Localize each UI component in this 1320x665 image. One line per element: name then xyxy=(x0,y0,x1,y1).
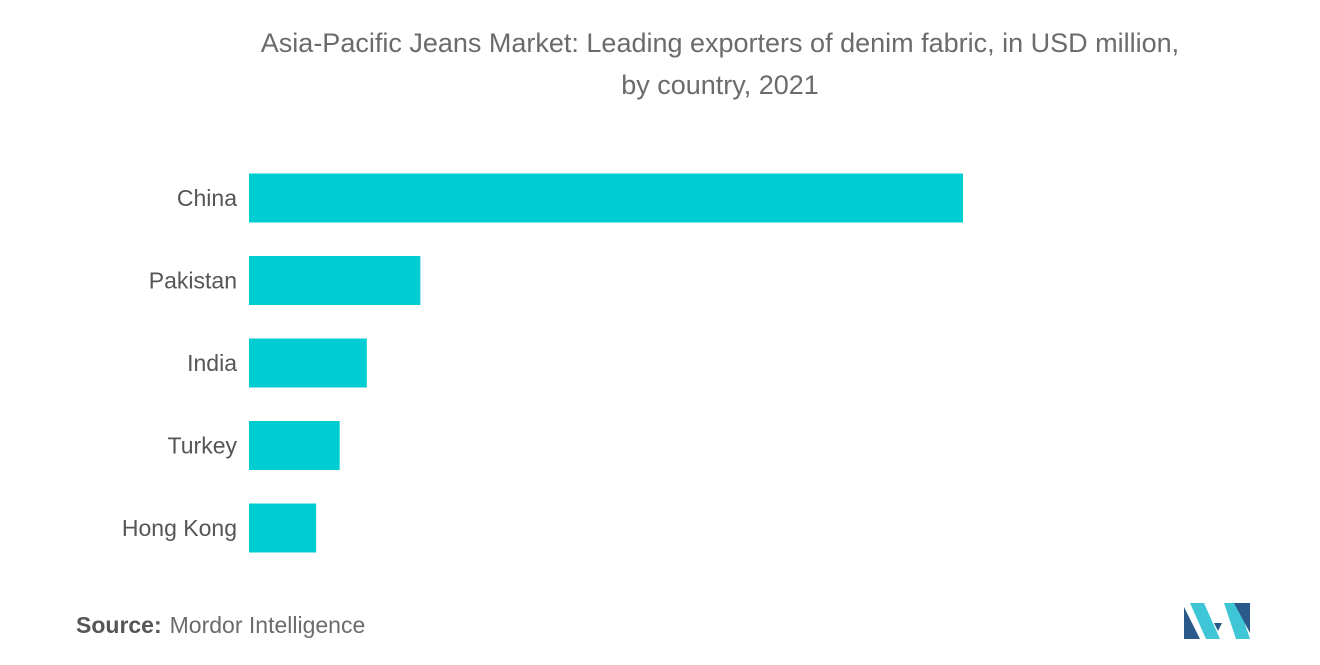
category-label-turkey: Turkey xyxy=(168,433,238,459)
source-text: Mordor Intelligence xyxy=(169,612,366,638)
category-labels: China Pakistan India Turkey Hong Kong xyxy=(122,185,238,541)
bar-china xyxy=(249,173,963,223)
chart-title: Asia-Pacific Jeans Market: Leading expor… xyxy=(260,28,1180,100)
source-note: Source: Mordor Intelligence xyxy=(76,612,365,639)
bars-group xyxy=(249,173,963,553)
bar-chart: China Pakistan India Turkey Hong Kong xyxy=(122,173,963,553)
category-label-pakistan: Pakistan xyxy=(149,268,237,294)
category-label-hong-kong: Hong Kong xyxy=(122,515,237,541)
bar-india xyxy=(249,338,367,388)
mordor-intelligence-logo xyxy=(1184,603,1250,639)
category-label-india: India xyxy=(187,350,237,376)
bar-hong-kong xyxy=(249,503,317,553)
bar-pakistan xyxy=(249,256,421,305)
bar-turkey xyxy=(249,421,340,470)
category-label-china: China xyxy=(177,185,237,211)
source-label: Source: xyxy=(76,612,162,638)
